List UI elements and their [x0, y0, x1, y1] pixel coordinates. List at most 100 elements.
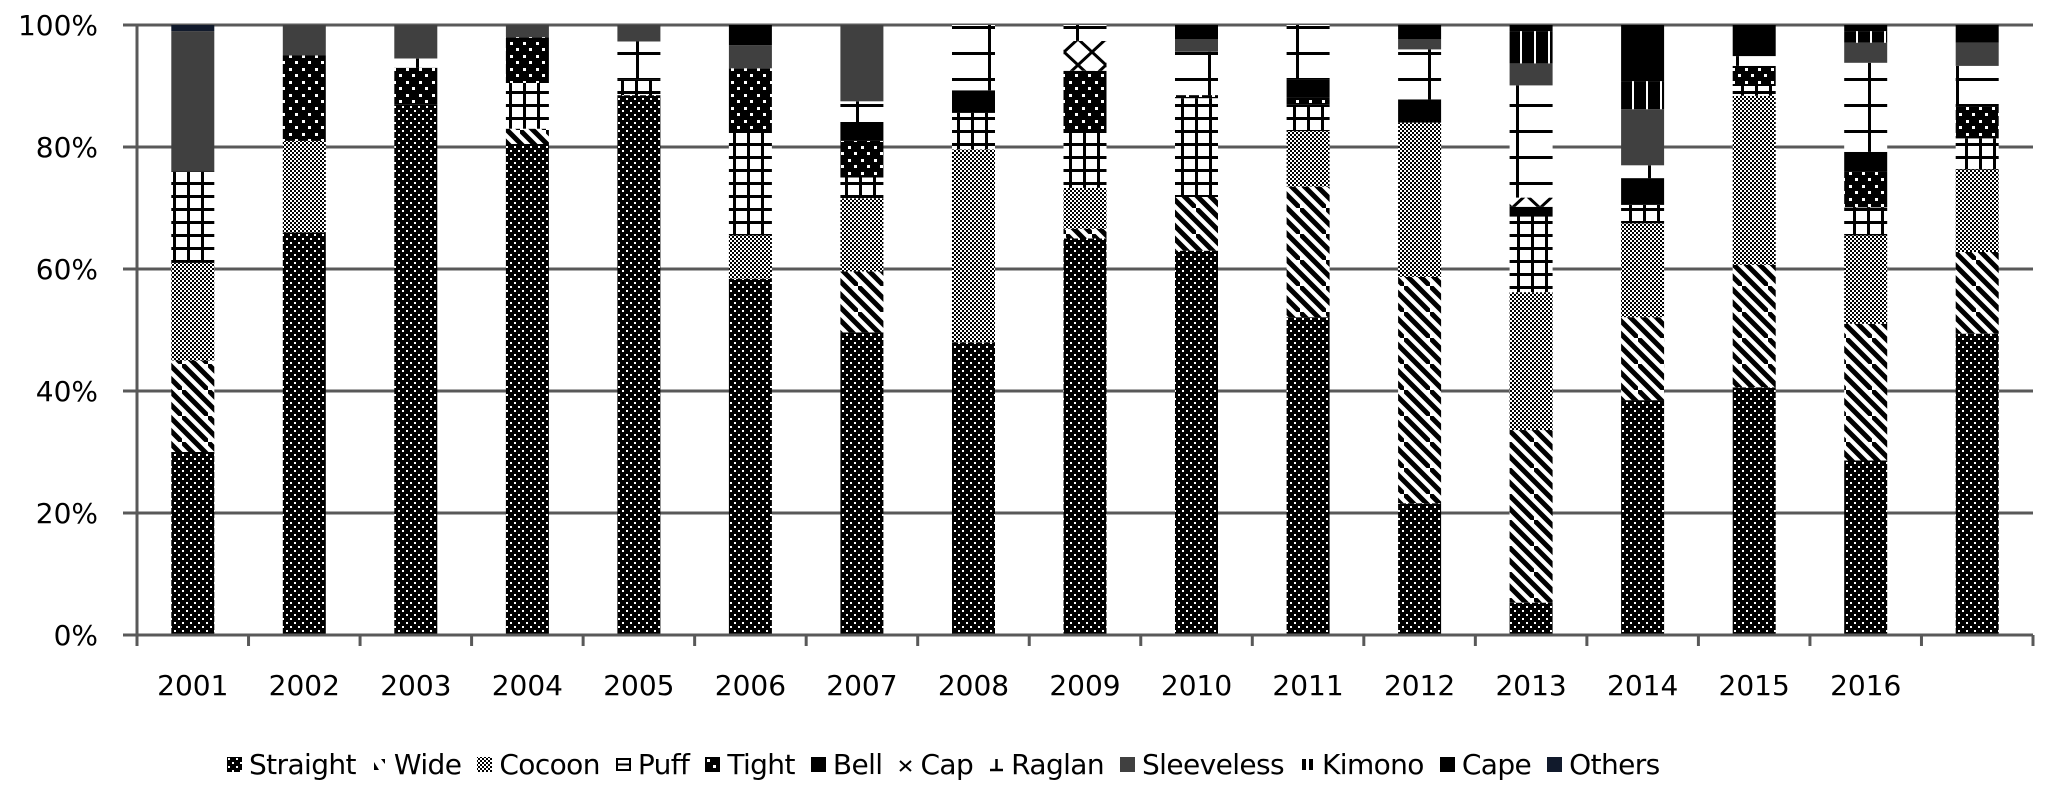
- bar-segment-cocoon: [171, 262, 215, 361]
- bar-segment-puff: [728, 133, 772, 236]
- legend-label: Others: [1569, 747, 1660, 781]
- bar-segment-sleeveless: [1175, 39, 1218, 52]
- bar-segment-puff: [1844, 207, 1888, 236]
- legend-label: Sleeveless: [1142, 747, 1285, 781]
- bar-segment-wide: [1398, 276, 1442, 504]
- bar-segment-sleeveless: [394, 25, 438, 59]
- bar-segment-cape: [728, 25, 772, 46]
- x-tick-label: 2006: [715, 669, 786, 702]
- bar-segment-straight: [282, 232, 326, 635]
- x-tick-label: 2008: [938, 669, 1009, 702]
- x-tick-label: 2012: [1384, 669, 1455, 702]
- bar-segment-sleeveless: [505, 25, 549, 38]
- bar-segment-tight: [1955, 106, 1999, 139]
- bar-segment-raglan: [1398, 49, 1442, 100]
- legend-label: Cape: [1461, 747, 1532, 781]
- x-tick-label: 2005: [603, 669, 674, 702]
- solid-navy-icon: [1547, 756, 1563, 772]
- bar-segment-raglan: [1286, 25, 1330, 80]
- bar-segment-wide: [1063, 228, 1107, 239]
- bar-segment-puff: [617, 79, 661, 96]
- bar-segment-cocoon: [1621, 223, 1665, 318]
- x-tick-label: 2016: [1830, 669, 1901, 702]
- legend-item-cocoon: Cocoon: [476, 748, 600, 781]
- bar-segment-cocoon: [728, 235, 772, 279]
- bar-segment-sleeveless: [1844, 42, 1888, 63]
- bar-segment-sleeveless: [1955, 42, 1999, 66]
- bar-2009: [1063, 25, 1107, 635]
- x-tick-label: 2002: [269, 669, 340, 702]
- bar-segment-puff: [952, 112, 995, 150]
- x-tick-label: 2011: [1272, 669, 1343, 702]
- legend-label: Cap: [920, 747, 974, 781]
- axes: [123, 25, 2035, 646]
- bar-segment-puff: [1063, 133, 1107, 188]
- bar-segment-straight: [952, 342, 995, 635]
- bigdots-icon: [705, 756, 721, 772]
- bar-2006: [728, 25, 772, 635]
- bar-segment-cape: [1844, 25, 1888, 32]
- legend-item-straight: Straight: [226, 748, 357, 781]
- legend-item-kimono: Kimono: [1299, 748, 1424, 781]
- x-tick-label: 2013: [1495, 669, 1566, 702]
- bar-segment-cocoon: [1509, 292, 1553, 431]
- legend-label: Puff: [637, 747, 690, 781]
- solid-black-icon: [1439, 756, 1455, 772]
- bar-segment-straight: [1844, 460, 1888, 635]
- bar-segment-puff: [171, 171, 215, 263]
- bar-segment-kimono: [1621, 81, 1665, 110]
- x-tick-label: 2010: [1161, 669, 1232, 702]
- bar-2007: [840, 25, 884, 635]
- bar-2005: [617, 25, 661, 636]
- bar-segment-cocoon: [282, 140, 326, 233]
- bar-segment-wide: [1621, 317, 1665, 401]
- legend-item-cape: Cape: [1439, 747, 1532, 781]
- bar-segment-sleeveless: [1509, 63, 1553, 86]
- bar-segment-raglan: [1955, 65, 1999, 107]
- bar-segment-bell: [952, 90, 995, 113]
- solid-black-icon: [810, 756, 826, 772]
- bar-segment-straight: [1063, 238, 1107, 635]
- bar-segment-wide: [1286, 186, 1330, 318]
- checker-icon: [477, 756, 493, 772]
- bar-segment-tight: [728, 68, 772, 133]
- legend-label: Tight: [727, 747, 795, 781]
- dots-icon: [227, 756, 242, 772]
- bar-segment-sleeveless: [282, 25, 326, 56]
- bar-segment-tight: [394, 67, 438, 105]
- x-axis-labels: 2001 2002 2003 2004 2005 2006 2007 2008 2009 2010…: [157, 669, 1901, 702]
- legend-item-sleeveless: Sleeveless: [1119, 747, 1285, 781]
- bar-segment-puff: [1509, 216, 1553, 293]
- legend-item-wide: Wide: [371, 748, 462, 781]
- bar-segment-puff: [505, 82, 549, 129]
- bar-2004: [505, 25, 549, 635]
- bar-2002: [282, 25, 326, 635]
- bar-segment-bell: [1844, 151, 1888, 172]
- y-tick-label: 40%: [36, 375, 98, 408]
- bar-segment-wide: [840, 271, 884, 333]
- bar-segment-tight: [1286, 97, 1330, 105]
- bar-segment-cape: [1732, 25, 1776, 57]
- bar-unlabeled: [1955, 25, 1999, 635]
- bar-segment-cocoon: [1844, 235, 1888, 324]
- bar-2015: [1732, 25, 1776, 635]
- bars: [171, 25, 1999, 636]
- bar-segment-cocoon: [1398, 122, 1442, 277]
- bar-segment-wide: [1844, 323, 1888, 461]
- bar-segment-straight: [1621, 400, 1665, 635]
- bar-segment-tight: [505, 37, 549, 83]
- y-tick-label: 60%: [36, 253, 98, 286]
- bar-segment-raglan: [1063, 25, 1107, 41]
- bar-segment-cape: [1509, 25, 1553, 32]
- diagonal-icon: [373, 758, 385, 770]
- legend-item-raglan: Raglan: [988, 748, 1105, 781]
- legend-label: Kimono: [1322, 747, 1424, 781]
- bar-segment-raglan: [394, 58, 438, 68]
- legend-label: Bell: [832, 747, 883, 781]
- bar-segment-wide: [1732, 264, 1776, 388]
- bar-segment-straight: [1509, 602, 1553, 635]
- bar-segment-wide: [1175, 197, 1218, 251]
- bar-segment-kimono: [1844, 31, 1888, 43]
